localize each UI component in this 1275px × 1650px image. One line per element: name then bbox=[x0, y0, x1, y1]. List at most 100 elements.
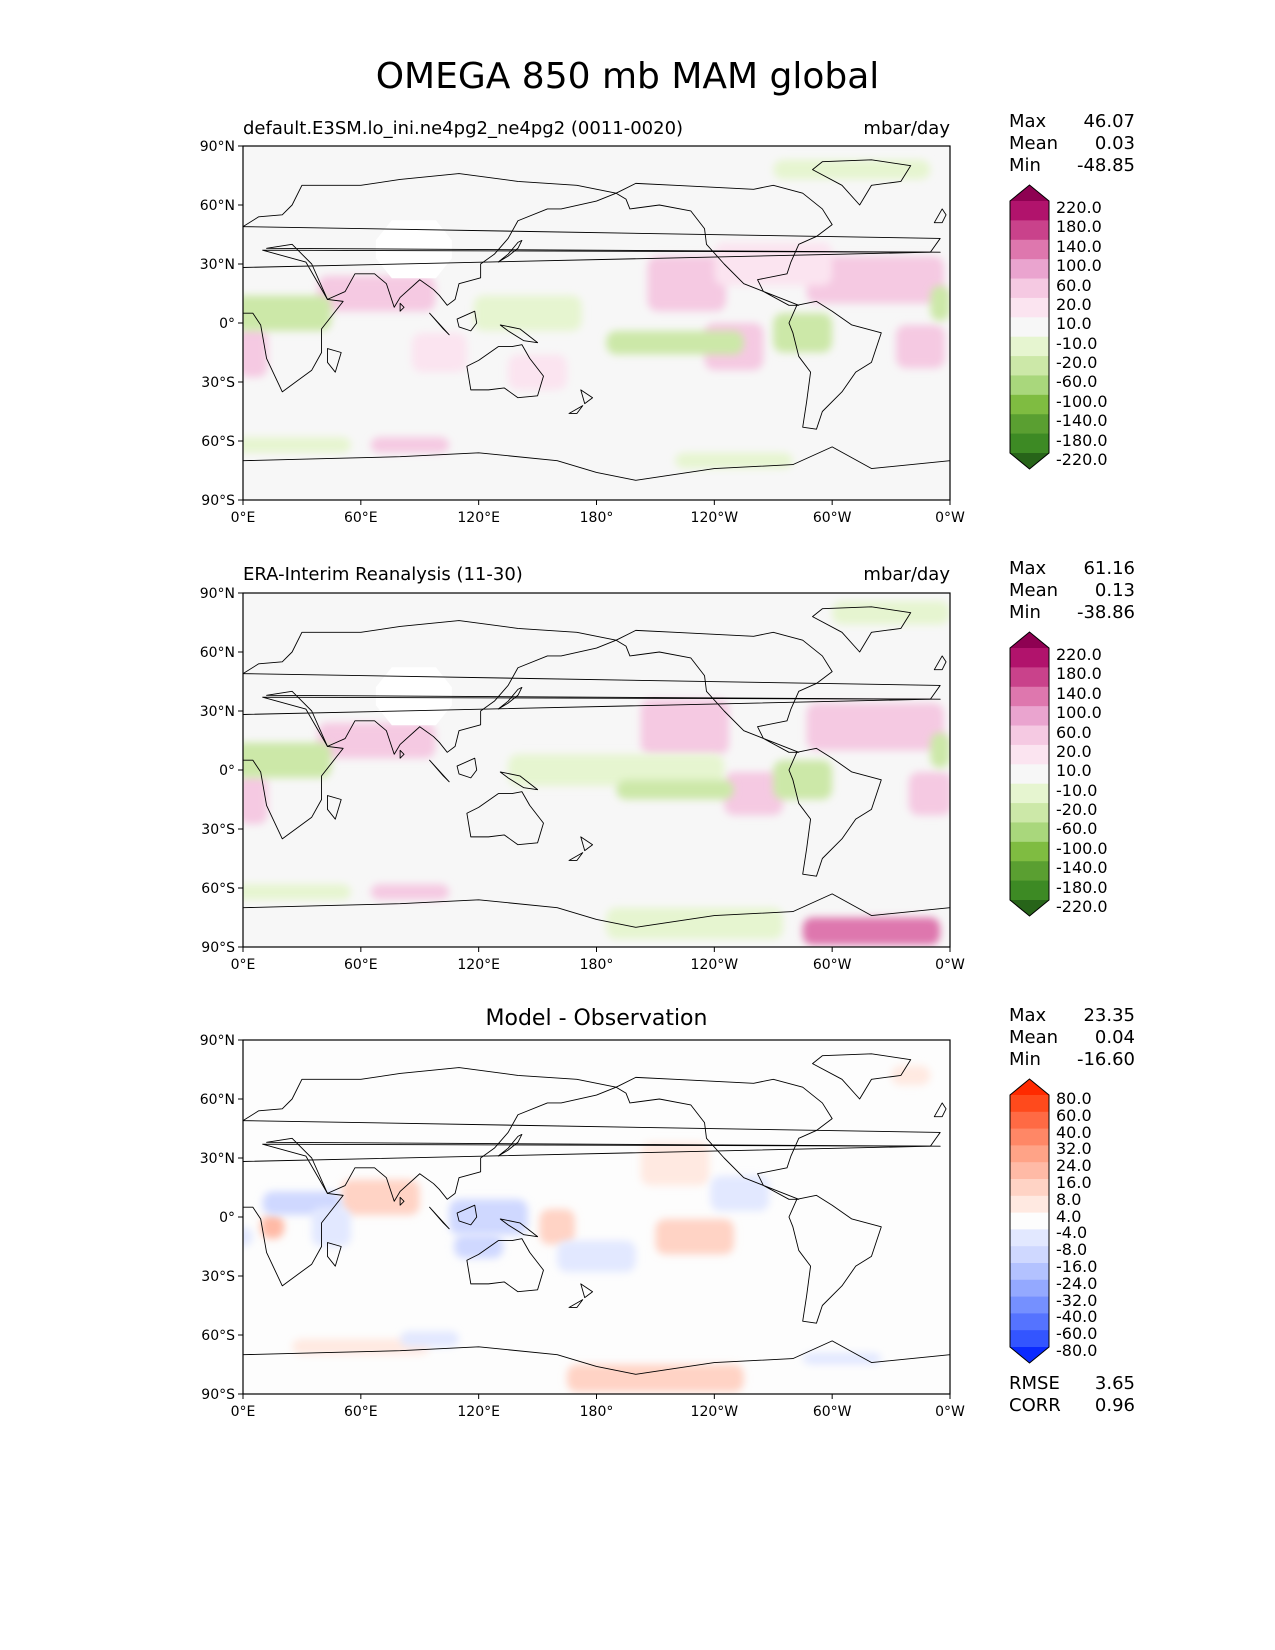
lon-tick-label: 60°W bbox=[813, 1404, 852, 1420]
figure-title: OMEGA 850 mb MAM global bbox=[375, 56, 880, 97]
rmse-value: 3.65 bbox=[1094, 1373, 1135, 1394]
colorbar-panel-1 bbox=[1009, 184, 1050, 470]
coastline bbox=[399, 302, 405, 312]
coastline bbox=[499, 771, 539, 791]
colorbar-swatch bbox=[1010, 1229, 1049, 1247]
colorbar-swatch bbox=[1010, 1095, 1049, 1113]
colorbar-label: -60.0 bbox=[1056, 819, 1098, 839]
colorbar-swatch bbox=[1010, 744, 1049, 765]
lat-tick-label: 60°N bbox=[200, 198, 235, 214]
colorbar-swatch bbox=[1010, 239, 1049, 260]
contour-region bbox=[930, 732, 950, 769]
contour-region bbox=[454, 1234, 504, 1259]
min-label: Min bbox=[1009, 1049, 1041, 1070]
map-background bbox=[243, 1040, 950, 1394]
colorbar-swatch bbox=[1010, 1162, 1049, 1180]
colorbar-label: -100.0 bbox=[1056, 391, 1108, 411]
contour-region bbox=[655, 1218, 734, 1255]
coastline bbox=[243, 1143, 931, 1287]
mean-label: Mean bbox=[1009, 580, 1059, 601]
contour-region bbox=[773, 313, 833, 353]
coastline bbox=[580, 389, 594, 405]
lat-tick-label: 30°S bbox=[201, 1269, 235, 1285]
colorbar-min-extension bbox=[1010, 900, 1049, 916]
colorbar-swatch bbox=[1010, 783, 1049, 804]
colorbar-swatch bbox=[1010, 1179, 1049, 1197]
contour-region bbox=[710, 1175, 770, 1212]
coastline bbox=[499, 1218, 539, 1238]
mean-value: 0.04 bbox=[1094, 1027, 1135, 1048]
coastline bbox=[788, 300, 882, 430]
lon-tick-label: 60°E bbox=[344, 1404, 378, 1420]
contour-region bbox=[647, 256, 727, 312]
lon-tick-label: 180° bbox=[580, 1404, 614, 1420]
contour-region bbox=[400, 1331, 460, 1347]
colorbar-label: 8.0 bbox=[1056, 1189, 1082, 1209]
mean-label: Mean bbox=[1009, 1027, 1059, 1048]
colorbar-swatch bbox=[1010, 1212, 1049, 1230]
max-value: 46.07 bbox=[1083, 111, 1135, 132]
lon-tick-label: 0°E bbox=[231, 510, 256, 526]
contour-region bbox=[243, 742, 332, 778]
lon-tick-label: 60°E bbox=[344, 957, 378, 973]
colorbar-swatch bbox=[1010, 1145, 1049, 1163]
panel-3-stats: Max 23.35 Mean 0.04 Min -16.60 bbox=[1009, 1005, 1135, 1071]
coastline bbox=[788, 747, 882, 877]
min-label: Min bbox=[1009, 602, 1041, 623]
colorbar-swatch bbox=[1010, 686, 1049, 707]
colorbar-swatch bbox=[1010, 1111, 1049, 1130]
colorbar-label: -140.0 bbox=[1056, 411, 1108, 431]
colorbar-label: 24.0 bbox=[1056, 1156, 1092, 1176]
colorbar-label: -20.0 bbox=[1056, 800, 1098, 820]
min-value: -48.85 bbox=[1076, 155, 1135, 176]
min-value: -38.86 bbox=[1076, 602, 1135, 623]
contour-region bbox=[891, 1065, 931, 1086]
colorbar-swatch bbox=[1010, 1263, 1049, 1281]
coastline bbox=[326, 348, 342, 373]
lat-tick-label: 60°N bbox=[200, 645, 235, 661]
contour-region bbox=[508, 754, 725, 786]
colorbar-label: -40.0 bbox=[1056, 1307, 1098, 1327]
coastline bbox=[243, 893, 950, 947]
rmse-label: RMSE bbox=[1009, 1373, 1060, 1394]
contour-region bbox=[895, 324, 946, 369]
colorbar-label: 60.0 bbox=[1056, 1105, 1092, 1125]
panel-3-title: Model - Observation bbox=[485, 1006, 708, 1031]
colorbar-label: 10.0 bbox=[1056, 314, 1092, 334]
lat-tick-label: 90°N bbox=[200, 1033, 235, 1049]
contour-region bbox=[243, 327, 268, 378]
colorbar-panel-2 bbox=[1009, 631, 1050, 917]
lon-tick-label: 120°W bbox=[691, 1404, 739, 1420]
coastline bbox=[568, 1299, 584, 1308]
lon-tick-label: 0°W bbox=[935, 1404, 965, 1420]
contour-region bbox=[908, 771, 950, 816]
colorbar-label: 4.0 bbox=[1056, 1206, 1082, 1226]
corr-value: 0.96 bbox=[1094, 1395, 1135, 1416]
panel-2-stats: Max 61.16 Mean 0.13 Min -38.86 bbox=[1009, 558, 1135, 624]
panel-1-units: mbar/day bbox=[863, 118, 950, 139]
coastline bbox=[456, 1204, 478, 1226]
coastline bbox=[456, 757, 478, 779]
colorbar-swatch bbox=[1010, 394, 1049, 415]
colorbar-min-extension bbox=[1010, 453, 1049, 469]
contour-region bbox=[832, 600, 950, 625]
contour-region bbox=[773, 159, 931, 180]
colorbar-label: -10.0 bbox=[1056, 780, 1098, 800]
lon-tick-label: 120°E bbox=[457, 510, 500, 526]
contour-region bbox=[640, 699, 730, 755]
contour-region bbox=[802, 917, 941, 946]
contour-region bbox=[930, 285, 950, 322]
colorbar-label: -100.0 bbox=[1056, 838, 1108, 858]
coastline bbox=[615, 1076, 833, 1200]
colorbar-label: 10.0 bbox=[1056, 761, 1092, 781]
map-background bbox=[243, 146, 950, 500]
colorbar-outline bbox=[1009, 631, 1050, 917]
lon-tick-label: 0°W bbox=[935, 510, 965, 526]
colorbar-label: -32.0 bbox=[1056, 1290, 1098, 1310]
colorbar-max-extension bbox=[1010, 1079, 1049, 1095]
colorbar-swatch bbox=[1010, 375, 1049, 396]
lon-tick-label: 0°E bbox=[231, 1404, 256, 1420]
colorbar-label: -140.0 bbox=[1056, 858, 1108, 878]
lon-tick-label: 60°W bbox=[813, 510, 852, 526]
colorbar-label: 140.0 bbox=[1056, 236, 1102, 256]
